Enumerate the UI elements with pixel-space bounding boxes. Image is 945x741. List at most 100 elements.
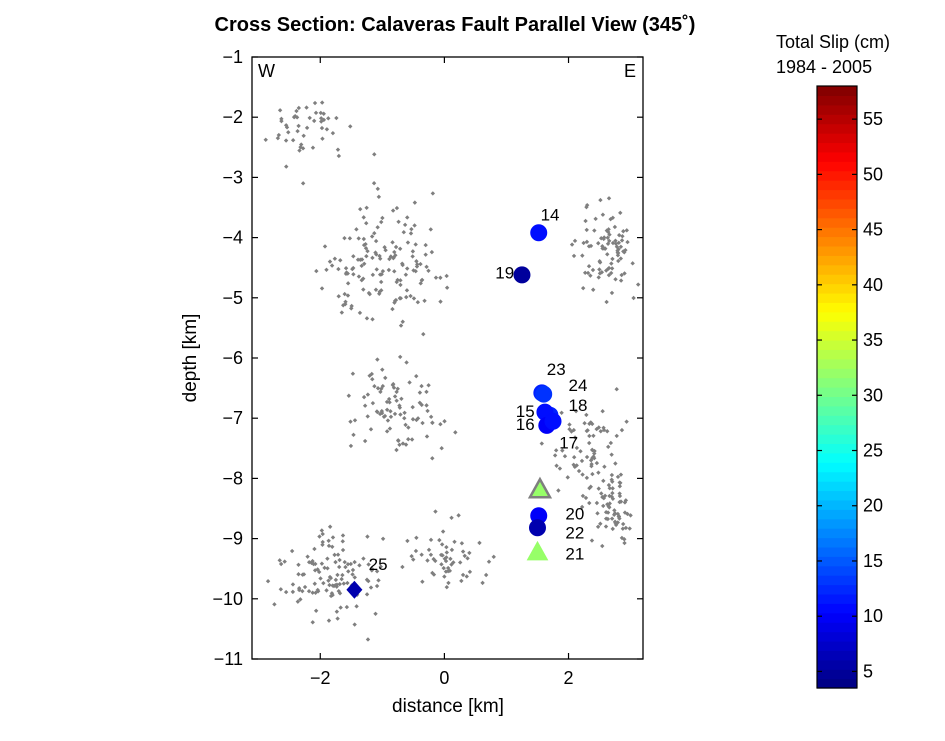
seismicity-point [578,449,583,454]
seismicity-point [282,559,287,564]
seismicity-point [310,620,315,625]
seismicity-point [553,448,559,453]
seismicity-point [409,437,415,442]
seismicity-point [307,115,312,121]
colorbar-band [817,622,857,633]
seismicity-point [346,569,351,574]
seismicity-point [339,310,345,315]
seismicity-point [588,420,593,425]
axis-ticks: −2 0 2 −1 −2 −3 −4 −5 −6 −7 −8 −9 −10 −11 [212,47,643,688]
seismicity-point [340,539,345,544]
seismicity-point [419,383,424,389]
seismicity-point [320,531,325,537]
seismicity-point [413,548,419,554]
event-17-label: 17 [559,433,578,452]
seismicity-point [380,215,385,221]
seismicity-point [428,227,433,232]
west-label: W [258,61,275,81]
seismicity-point [449,515,454,520]
seismicity-point [373,238,379,244]
seismicity-point [360,276,366,281]
seismicity-point [296,123,301,129]
seismicity-point [366,578,371,584]
seismicity-point [346,393,352,398]
seismicity-point [444,584,450,590]
colorbar-band [817,565,857,576]
seismicity-point [379,288,384,293]
seismicity-point [600,543,605,549]
seismicity-point [601,235,607,240]
seismicity-point [451,560,456,565]
seismicity-point [297,587,302,593]
seismicity-point [400,564,405,570]
seismicity-point [439,562,444,567]
seismicity-point [413,268,418,274]
seismicity-point [348,443,354,449]
seismicity-point [296,562,301,567]
seismicity-point [477,540,482,546]
seismicity-point [617,516,622,521]
colorbar-band [817,86,857,97]
colorbar-band [817,659,857,670]
seismicity-point [320,542,325,547]
seismicity-point [618,244,624,249]
seismicity-point [343,564,348,570]
event-15-label: 15 [516,402,535,421]
seismicity-point [600,246,605,251]
seismicity-point [361,556,366,561]
seismicity-point [345,293,351,298]
seismicity-point [403,422,408,428]
seismicity-point [391,255,396,261]
seismicity-point [376,578,381,583]
seismicity-point [595,524,601,529]
seismicity-point [354,604,359,609]
seismicity-point [615,520,620,525]
seismicity-point [449,562,454,567]
seismicity-point [369,371,374,377]
colorbar-band [817,471,857,482]
seismicity-point [291,114,297,120]
colorbar-tick-label: 10 [863,606,883,626]
colorbar-band [817,593,857,604]
seismicity-point [355,257,361,262]
seismicity-point [608,440,614,446]
seismicity-point [409,226,414,232]
seismicity-point [609,266,615,271]
event-20-label: 20 [565,504,584,523]
seismicity-point [340,547,346,553]
seismicity-point [386,267,392,273]
seismicity-point [344,604,350,610]
seismicity-point [618,480,623,486]
seismicity-point [615,474,621,480]
seismicity-point [467,550,472,556]
seismicity-point [397,403,402,408]
seismicity-point [557,466,563,471]
seismicity-point [265,579,271,584]
colorbar-tick-label: 25 [863,441,883,461]
seismicity-point [330,544,335,549]
colorbar-tick-label: 50 [863,164,883,184]
seismicity-point [591,433,596,438]
seismicity-point [430,456,435,461]
seismicity-point [275,135,281,141]
seismicity-point [362,438,368,444]
seismicity-point [398,412,403,417]
colorbar-band [817,339,857,350]
seismicity-point [613,277,618,282]
seismicity-point [326,578,331,583]
seismicity-point [610,479,615,484]
seismicity-point [398,282,403,288]
seismicity-point [406,437,411,442]
seismicity-point [622,500,628,505]
seismicity-point [584,239,590,245]
seismicity-point [607,505,612,510]
seismicity-point [410,404,415,410]
seismicity-point [394,398,399,403]
seismicity-point [352,559,357,565]
seismicity-point [571,427,577,433]
seismicity-point [596,275,601,280]
colorbar-band [817,114,857,125]
seismicity-point [606,272,612,278]
colorbar-tick-label: 5 [863,661,873,681]
seismicity-point [576,468,582,474]
